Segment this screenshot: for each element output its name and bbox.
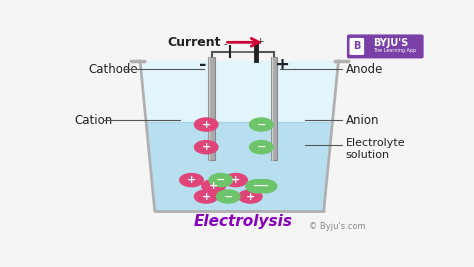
Text: The Learning App: The Learning App (374, 48, 417, 53)
Bar (271, 57, 277, 159)
Text: B: B (353, 41, 361, 52)
Text: Current: Current (167, 36, 221, 49)
Text: Electrolysis: Electrolysis (193, 214, 292, 229)
Text: Electrolyte
solution: Electrolyte solution (346, 138, 405, 160)
Text: −: − (260, 181, 270, 191)
Text: -: - (224, 40, 228, 49)
Circle shape (246, 180, 269, 193)
Text: −: − (256, 120, 266, 129)
Text: −: − (256, 142, 266, 152)
Text: © Byju's.com: © Byju's.com (309, 222, 365, 231)
Circle shape (194, 118, 218, 131)
Text: Anion: Anion (346, 114, 379, 127)
Circle shape (202, 180, 225, 193)
Text: +: + (256, 37, 264, 46)
Text: Anode: Anode (346, 62, 383, 76)
Text: +: + (187, 175, 196, 185)
FancyBboxPatch shape (350, 39, 364, 54)
Circle shape (249, 141, 273, 154)
Bar (209, 57, 215, 159)
Text: +: + (201, 191, 211, 202)
Circle shape (180, 174, 203, 187)
Text: −: − (253, 181, 262, 191)
Polygon shape (140, 61, 338, 123)
Circle shape (194, 141, 218, 154)
Circle shape (209, 174, 233, 187)
Text: -: - (199, 56, 206, 74)
FancyBboxPatch shape (347, 35, 423, 58)
Polygon shape (146, 123, 332, 211)
Text: +: + (201, 120, 211, 129)
Text: +: + (231, 175, 240, 185)
Circle shape (194, 190, 218, 203)
Text: Cation: Cation (74, 114, 112, 127)
Text: +: + (274, 56, 289, 74)
Circle shape (217, 190, 240, 203)
Circle shape (224, 174, 247, 187)
Circle shape (249, 118, 273, 131)
Text: BYJU'S: BYJU'S (374, 38, 409, 48)
Text: −: − (224, 191, 233, 202)
Text: +: + (201, 142, 211, 152)
Text: +: + (209, 181, 218, 191)
Circle shape (238, 190, 262, 203)
Text: −: − (216, 175, 226, 185)
Circle shape (253, 180, 277, 193)
Text: Cathode: Cathode (89, 62, 138, 76)
Text: +: + (246, 191, 255, 202)
